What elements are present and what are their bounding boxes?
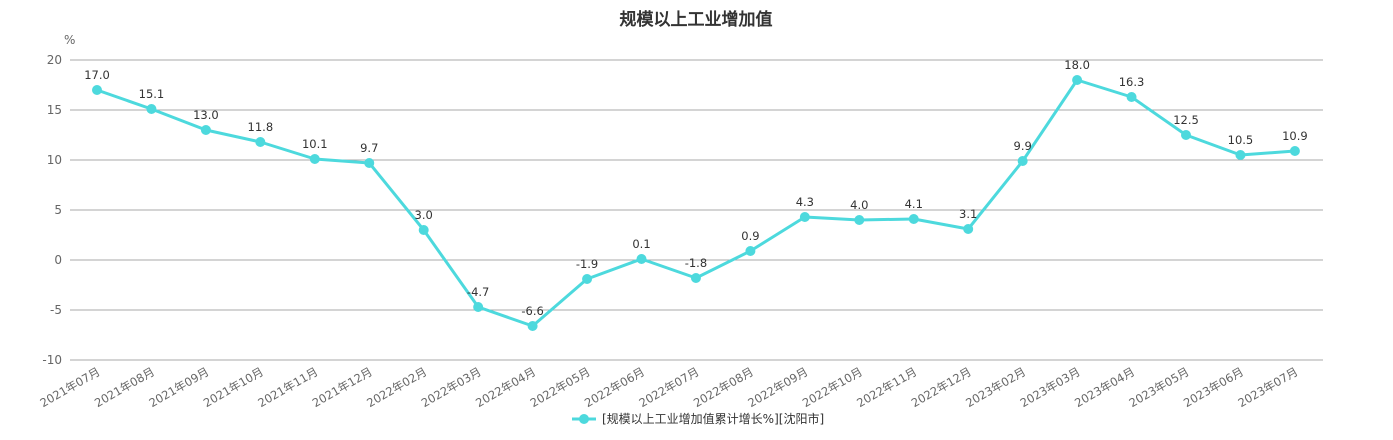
data-label: 10.5 [1228,133,1254,147]
data-label: 9.9 [1014,139,1032,153]
data-point[interactable] [1072,75,1083,85]
data-label: 3.0 [415,208,433,222]
data-point[interactable] [1235,150,1246,160]
data-point[interactable] [908,214,919,224]
y-tick-label: 0 [54,253,62,267]
data-label: 17.0 [84,68,110,82]
data-point[interactable] [255,137,266,147]
x-tick-label: 2022年08月 [691,364,756,410]
x-tick-label: 2022年09月 [745,364,810,410]
y-axis-unit-label: % [64,33,75,47]
data-point[interactable] [418,225,429,235]
x-tick-label: 2021年09月 [146,364,211,410]
x-tick-label: 2022年11月 [854,364,919,410]
data-label: 10.9 [1282,129,1308,143]
x-tick-label: 2022年07月 [637,364,702,410]
data-label: 4.1 [905,197,923,211]
data-point[interactable] [1126,92,1137,102]
data-label: 10.1 [302,137,328,151]
data-label: 3.1 [959,207,977,221]
chart-title: 规模以上工业增加值 [620,9,773,30]
data-label: 11.8 [248,120,274,134]
legend-label: [规模以上工业增加值累计增长%][沈阳市] [602,411,824,426]
data-point[interactable] [473,302,484,312]
data-label: 4.0 [850,198,868,212]
data-label: -4.7 [467,285,489,299]
data-label: 0.9 [741,229,759,243]
data-point[interactable] [963,224,974,234]
series-group [92,75,1300,331]
data-point[interactable] [1289,146,1300,156]
data-point[interactable] [854,215,865,225]
y-tick-label: 10 [47,153,62,167]
x-tick-label: 2023年07月 [1235,364,1300,410]
x-tick-label: 2021年10月 [201,364,266,410]
data-label: 15.1 [139,87,165,101]
x-tick-label: 2022年12月 [909,364,974,410]
y-tick-label: -5 [50,303,62,317]
data-label: -1.9 [576,257,598,271]
x-tick-label: 2023年05月 [1127,364,1192,410]
y-tick-label: 5 [54,203,62,217]
data-point[interactable] [146,104,157,114]
x-tick-label: 2022年04月 [473,364,538,410]
data-point[interactable] [799,212,810,222]
x-tick-label: 2021年12月 [310,364,375,410]
data-label: -1.8 [685,256,707,270]
x-tick-label: 2022年06月 [582,364,647,410]
x-tick-label: 2023年02月 [963,364,1028,410]
data-point[interactable] [690,273,701,283]
data-point[interactable] [582,274,593,284]
x-tick-label: 2023年06月 [1181,364,1246,410]
x-tick-label: 2023年04月 [1072,364,1137,410]
x-tick-label: 2022年05月 [528,364,593,410]
data-point[interactable] [92,85,102,95]
data-point[interactable] [200,125,211,135]
gridlines [70,59,1323,361]
legend-swatch-marker [579,414,589,424]
data-point[interactable] [636,254,647,264]
data-point[interactable] [1181,130,1191,140]
data-labels: 17.0 15.1 13.0 11.8 10.1 9.7 3.0 -4.7 -6.6 -1.9 0.… [84,58,1308,318]
y-tick-label: -10 [42,353,62,367]
data-point[interactable] [745,246,756,256]
data-label: 18.0 [1064,58,1090,72]
x-tick-label: 2023年03月 [1018,364,1083,410]
x-tick-label: 2021年11月 [255,364,320,410]
x-tick-label: 2021年07月 [38,364,103,410]
data-label: -6.6 [521,304,543,318]
data-label: 0.1 [632,237,650,251]
data-point[interactable] [364,158,375,168]
x-tick-label: 2022年03月 [419,364,484,410]
data-point[interactable] [527,321,538,331]
data-label: 9.7 [360,141,378,155]
data-label: 12.5 [1173,113,1199,127]
data-point[interactable] [309,154,320,164]
x-tick-label: 2022年10月 [800,364,865,410]
data-label: 13.0 [193,108,219,122]
data-point[interactable] [1017,156,1028,166]
data-label: 4.3 [796,195,814,209]
x-axis-ticks: 2021年07月2021年08月2021年09月2021年10月2021年11月… [38,364,1301,410]
y-axis-ticks: 20 15 10 5 0 -5 -10 [42,53,62,367]
data-label: 16.3 [1119,75,1145,89]
y-tick-label: 15 [47,103,62,117]
legend[interactable]: [规模以上工业增加值累计增长%][沈阳市] [572,411,824,426]
series-line [95,78,1297,328]
x-tick-label: 2021年08月 [92,364,157,410]
y-tick-label: 20 [47,53,62,67]
x-tick-label: 2022年02月 [364,364,429,410]
